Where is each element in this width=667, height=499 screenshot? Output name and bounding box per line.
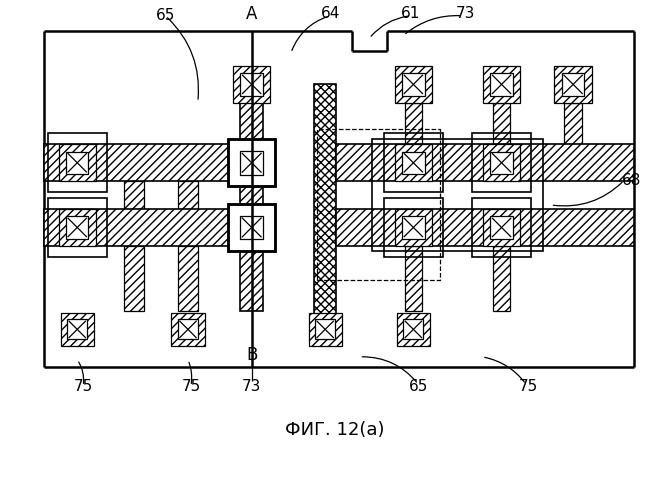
Bar <box>124 246 144 311</box>
Bar <box>490 152 513 174</box>
Bar <box>231 207 272 248</box>
Bar <box>472 198 531 257</box>
Bar <box>554 66 592 103</box>
Bar <box>178 182 198 209</box>
Bar <box>228 204 275 251</box>
Text: 65: 65 <box>409 379 428 394</box>
Bar <box>315 319 335 339</box>
Bar <box>483 144 520 182</box>
Bar <box>67 319 87 339</box>
Bar <box>395 66 432 103</box>
Bar <box>240 216 263 239</box>
Text: ФИГ. 12(a): ФИГ. 12(a) <box>285 421 385 439</box>
Bar <box>66 216 89 239</box>
Bar <box>48 133 107 192</box>
Bar <box>402 73 424 95</box>
Bar <box>336 144 634 182</box>
Text: 75: 75 <box>181 379 201 394</box>
Bar <box>48 198 107 257</box>
Bar <box>490 216 513 239</box>
Bar <box>336 209 634 246</box>
Bar <box>178 246 198 311</box>
Bar <box>483 66 520 103</box>
Text: 64: 64 <box>320 6 340 21</box>
Bar <box>405 246 422 311</box>
Bar <box>228 204 275 251</box>
Bar <box>384 133 443 192</box>
Bar <box>233 66 270 103</box>
Bar <box>228 139 275 186</box>
Text: 68: 68 <box>622 173 642 188</box>
Bar <box>493 103 510 144</box>
Bar <box>240 103 263 311</box>
Text: B: B <box>246 346 257 364</box>
Bar <box>66 152 89 174</box>
Bar <box>404 319 424 339</box>
Bar <box>395 144 432 182</box>
Bar <box>372 139 543 251</box>
Bar <box>228 139 275 186</box>
Bar <box>240 151 263 175</box>
Bar <box>59 209 96 246</box>
Bar <box>44 209 240 246</box>
Bar <box>309 313 342 346</box>
Bar <box>402 152 424 174</box>
Bar <box>384 198 443 257</box>
Bar <box>490 73 513 95</box>
Bar <box>564 103 582 144</box>
Bar <box>124 182 144 209</box>
Bar <box>483 209 520 246</box>
Bar <box>397 313 430 346</box>
Text: 75: 75 <box>518 379 538 394</box>
Bar <box>44 144 240 182</box>
Text: A: A <box>246 5 257 23</box>
Bar <box>241 73 263 95</box>
Bar <box>395 209 432 246</box>
Text: 75: 75 <box>73 379 93 394</box>
Bar <box>472 133 531 192</box>
Bar <box>314 84 336 340</box>
Text: 61: 61 <box>401 6 420 21</box>
Bar <box>317 129 440 280</box>
Bar <box>171 313 205 346</box>
Text: 65: 65 <box>155 8 175 23</box>
Bar <box>493 246 510 311</box>
Bar <box>231 142 272 183</box>
Text: 73: 73 <box>456 6 475 21</box>
Bar <box>59 144 96 182</box>
Bar <box>405 103 422 144</box>
Text: 73: 73 <box>242 379 261 394</box>
Bar <box>402 216 424 239</box>
Bar <box>178 319 198 339</box>
Bar <box>562 73 584 95</box>
Bar <box>61 313 94 346</box>
